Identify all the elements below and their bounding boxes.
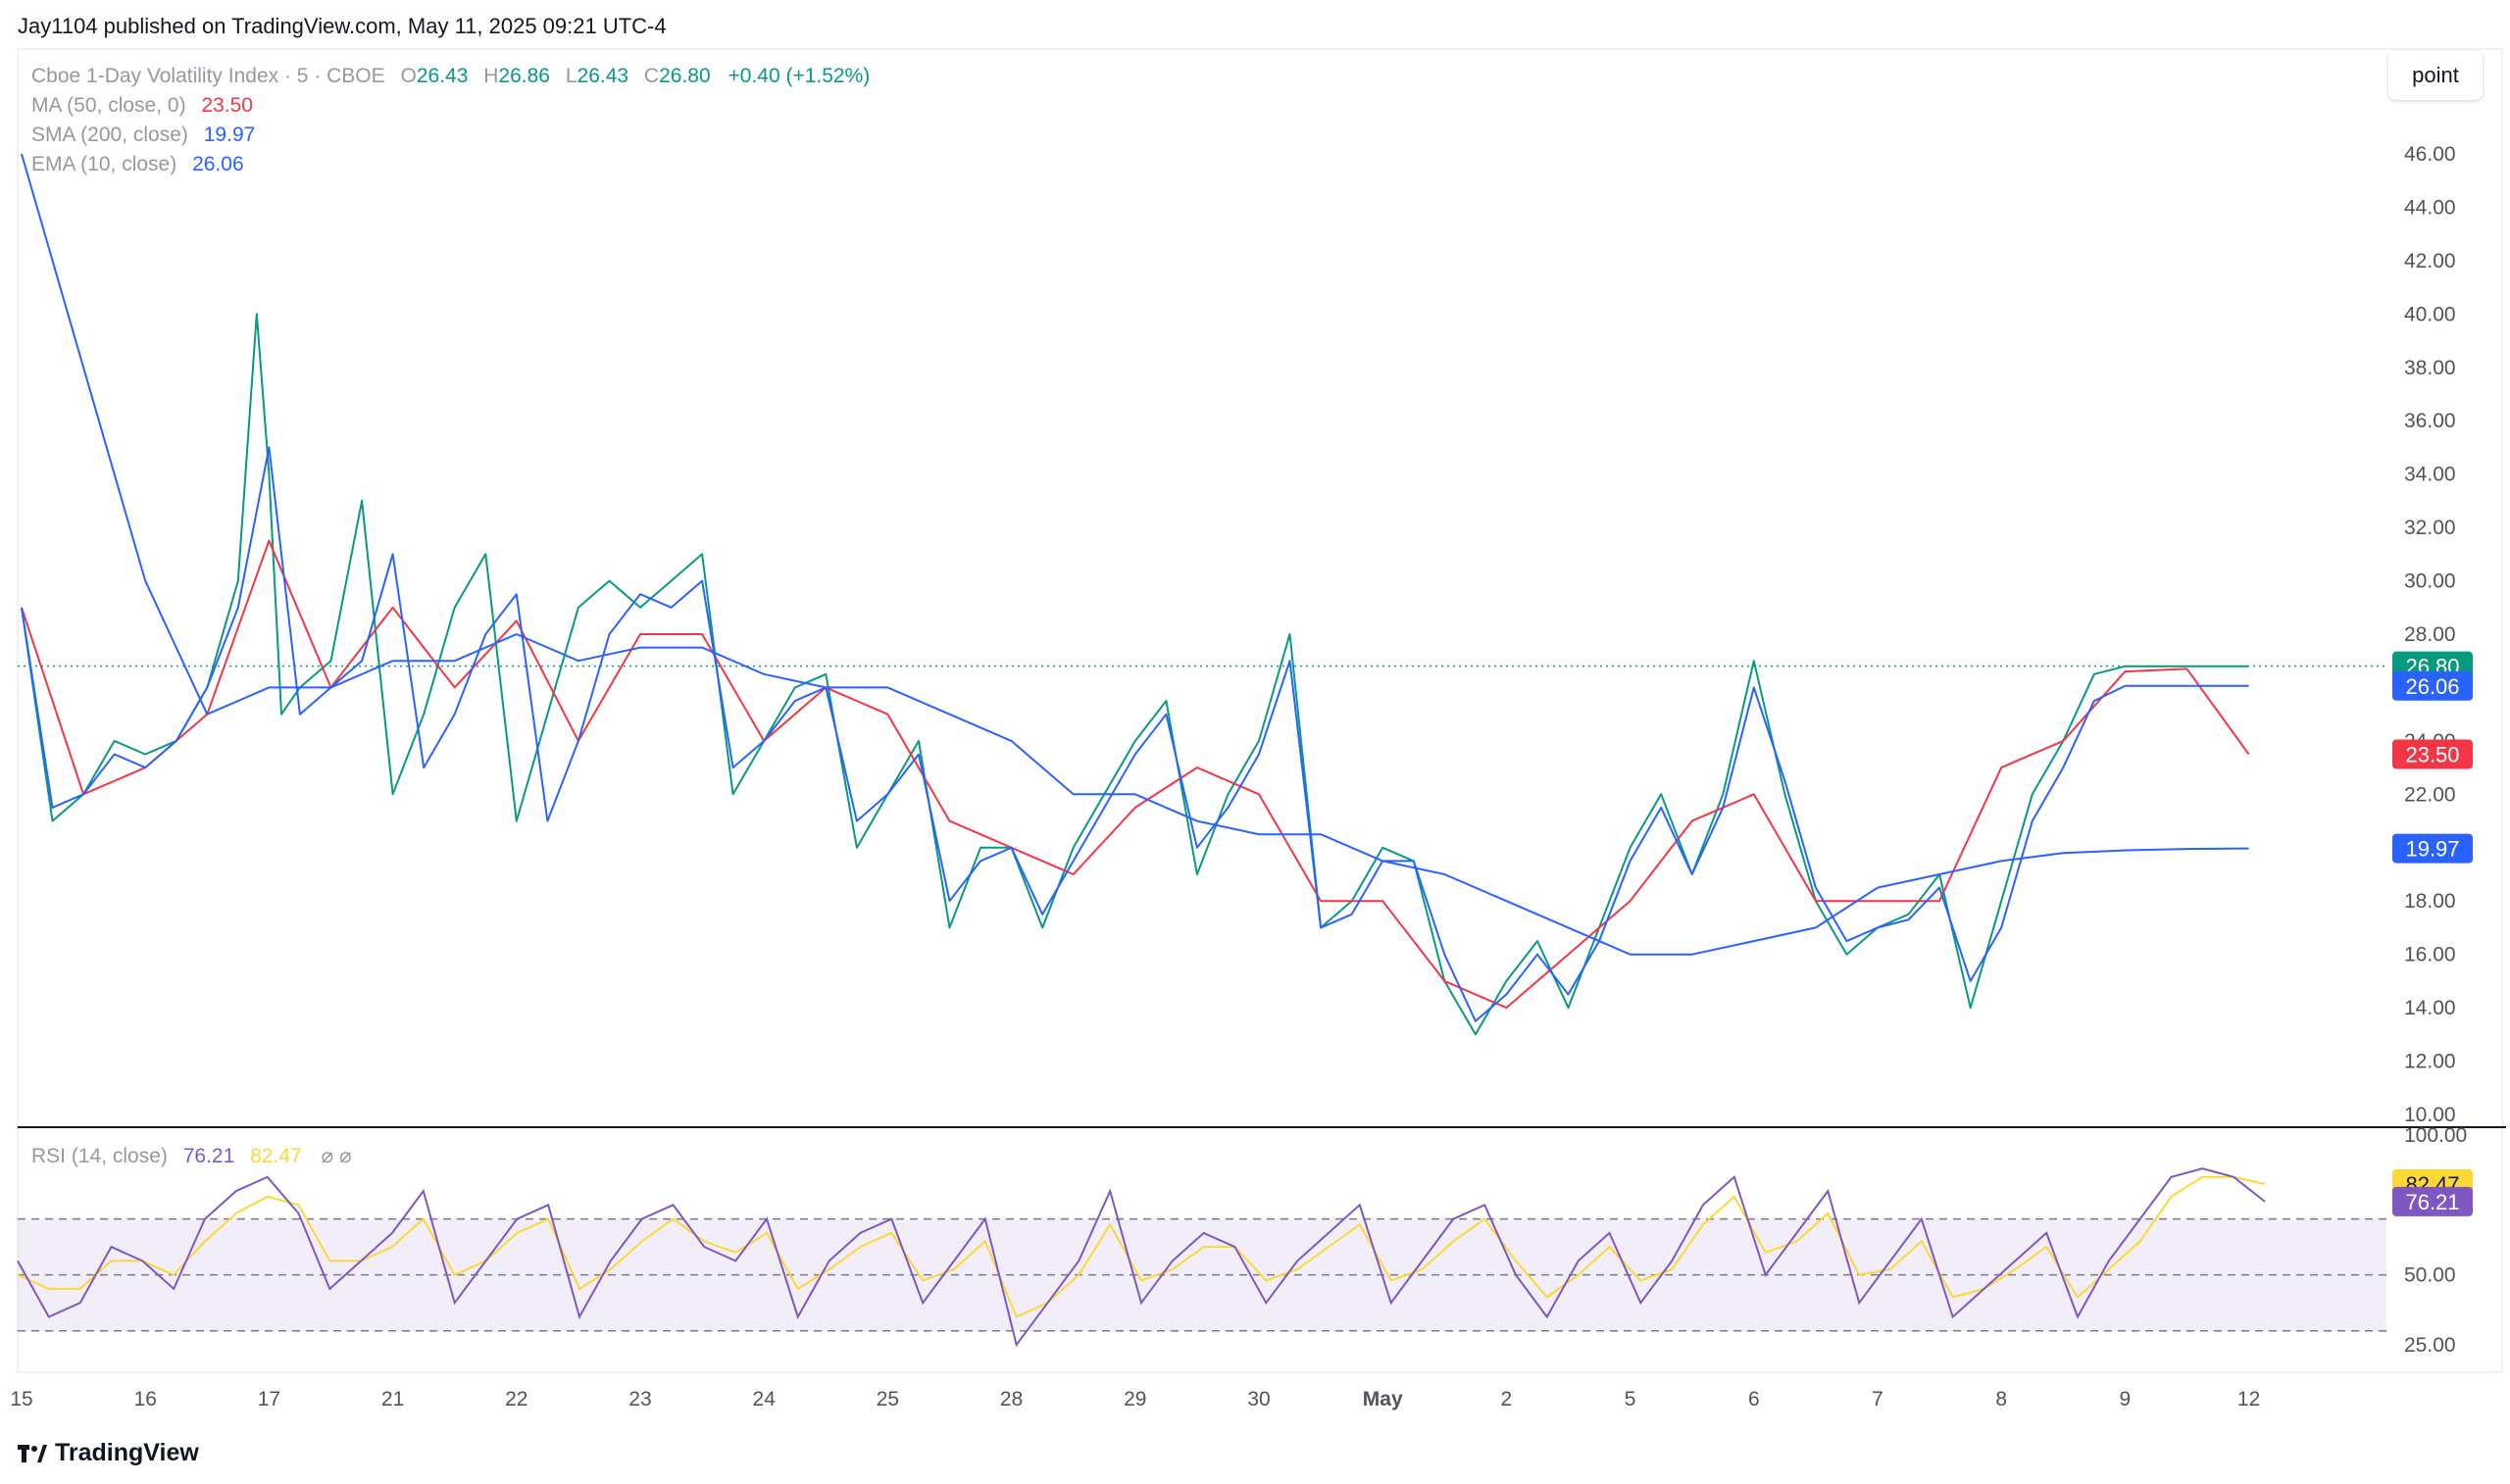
chart-frame <box>17 48 2503 1373</box>
legend-c-label: C <box>644 65 659 87</box>
time-axis-tick: 24 <box>753 1388 777 1410</box>
legend-ma-label: MA (50, close, 0) <box>31 94 186 117</box>
legend-rsi-value: 76.21 <box>183 1145 235 1167</box>
time-axis-tick: 23 <box>628 1388 651 1410</box>
legend-sma-value: 19.97 <box>204 124 256 146</box>
time-axis-tick: 21 <box>381 1388 404 1410</box>
price-axis-tick: 42.00 <box>2404 250 2456 272</box>
legend-ma-row: MA (50, close, 0) 23.50 <box>31 94 253 117</box>
legend-ema-row: EMA (10, close) 26.06 <box>31 153 244 175</box>
time-axis-tick: 28 <box>1000 1388 1023 1410</box>
publisher-line: Jay1104 published on TradingView.com, Ma… <box>18 14 667 38</box>
tradingview-logo-icon <box>18 1443 47 1464</box>
point-button[interactable]: point <box>2388 51 2483 100</box>
price-series-line <box>21 313 2249 1036</box>
price-axis-tick: 32.00 <box>2404 517 2456 539</box>
legend-rsi-label: RSI (14, close) <box>31 1145 168 1167</box>
time-axis-tick: 22 <box>505 1388 527 1410</box>
time-axis-tick: 5 <box>1625 1388 1636 1410</box>
legend-change: +0.40 (+1.52%) <box>728 65 871 87</box>
legend-o-value: 26.43 <box>417 65 469 87</box>
legend-sma-label: SMA (200, close) <box>31 124 188 146</box>
time-axis-tick: 7 <box>1872 1388 1883 1410</box>
price-axis-tick: 22.00 <box>2404 783 2456 806</box>
rsi-line <box>17 1167 2266 1348</box>
rsi-axis-tick: 50.00 <box>2404 1264 2456 1287</box>
price-axis-tick: 36.00 <box>2404 410 2456 432</box>
legend-l-label: L <box>566 65 577 87</box>
time-axis-tick: 25 <box>877 1388 899 1410</box>
price-tag-label: 26.06 <box>2405 674 2459 699</box>
price-axis-tick: 10.00 <box>2404 1104 2456 1126</box>
legend-symbol-row: Cboe 1-Day Volatility Index · 5 · CBOE O… <box>31 65 870 87</box>
legend-h-value: 26.86 <box>498 65 550 87</box>
price-tag <box>2392 833 2473 864</box>
price-tag-label: 23.50 <box>2405 743 2459 767</box>
rsi-ma-line <box>17 1175 2266 1318</box>
legend-rsi-ma-value: 82.47 <box>250 1145 302 1167</box>
legend-ma-value: 23.50 <box>201 94 253 117</box>
price-axis-tick: 46.00 <box>2404 143 2456 166</box>
price-axis-tick: 12.00 <box>2404 1051 2456 1073</box>
time-axis-tick: 30 <box>1247 1388 1270 1410</box>
price-tag-label: 19.97 <box>2405 837 2459 862</box>
legend-symbol: Cboe 1-Day Volatility Index · 5 · CBOE <box>31 65 385 87</box>
time-axis-tick: 16 <box>134 1388 157 1410</box>
price-tag <box>2392 739 2473 769</box>
price-axis-tick: 16.00 <box>2404 944 2456 966</box>
price-axis-tick: 14.00 <box>2404 997 2456 1019</box>
sma-series-line <box>21 153 2249 956</box>
time-axis-tick: 8 <box>1995 1388 2007 1410</box>
legend-c-value: 26.80 <box>659 65 711 87</box>
price-axis-tick: 40.00 <box>2404 303 2456 325</box>
rsi-tag-label: 76.21 <box>2405 1190 2459 1214</box>
price-axis-tick: 38.00 <box>2404 357 2456 379</box>
rsi-axis-tick: 100.00 <box>2404 1124 2467 1147</box>
time-axis-tick: 15 <box>10 1388 32 1410</box>
brand-logo: TradingView <box>18 1439 199 1467</box>
time-axis-tick: 17 <box>258 1388 280 1410</box>
ma-series-line <box>21 539 2250 1010</box>
price-axis-tick: 18.00 <box>2404 890 2456 913</box>
legend-ema-value: 26.06 <box>192 153 244 175</box>
price-axis-tick: 30.00 <box>2404 570 2456 593</box>
time-axis-tick: 6 <box>1748 1388 1760 1410</box>
rsi-tag <box>2392 1186 2473 1216</box>
legend-rsi-row: RSI (14, close) 76.21 82.47 ⌀ ⌀ <box>31 1145 352 1167</box>
time-axis-tick: 9 <box>2120 1388 2132 1410</box>
legend-ema-label: EMA (10, close) <box>31 153 176 175</box>
ema-series-line <box>21 446 2249 1022</box>
legend-l-value: 26.43 <box>577 65 629 87</box>
price-tag <box>2392 670 2473 701</box>
time-axis-tick: 2 <box>1501 1388 1513 1410</box>
legend-sma-row: SMA (200, close) 19.97 <box>31 124 255 146</box>
price-axis-tick: 44.00 <box>2404 196 2456 219</box>
price-axis-tick: 34.00 <box>2404 464 2456 486</box>
visibility-icon: ⌀ ⌀ <box>322 1145 352 1167</box>
legend-h-label: H <box>483 65 498 87</box>
legend-o-label: O <box>401 65 417 87</box>
rsi-axis-tick: 25.00 <box>2404 1334 2456 1357</box>
time-axis-tick: May <box>1363 1388 1403 1410</box>
price-axis-tick: 28.00 <box>2404 623 2456 646</box>
brand-name: TradingView <box>55 1439 199 1466</box>
time-axis-tick: 12 <box>2237 1388 2260 1410</box>
time-axis-tick: 29 <box>1124 1388 1146 1410</box>
